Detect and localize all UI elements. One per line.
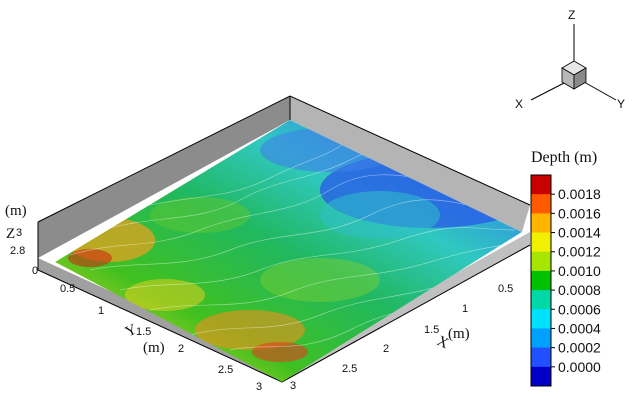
svg-text:1.5: 1.5 <box>424 324 439 336</box>
legend-swatch <box>531 270 551 291</box>
legend-tick-labels: 0.0018 0.0016 0.0014 0.0012 0.0010 0.0008 0.00… <box>551 186 601 375</box>
legend-swatch <box>531 366 551 387</box>
legend-tick-label: 0.0010 <box>558 263 601 279</box>
legend-frame <box>530 174 552 387</box>
legend-tick-label: 0.0008 <box>558 282 601 298</box>
triad-x-label: X <box>515 97 523 111</box>
svg-text:2: 2 <box>178 343 184 355</box>
legend-swatch <box>531 309 551 329</box>
x-axis-unit: (m) <box>448 326 470 342</box>
svg-text:3: 3 <box>256 381 262 393</box>
svg-text:2.5: 2.5 <box>218 364 233 376</box>
box-base-left <box>38 258 282 382</box>
legend-title: Depth (m) <box>531 149 597 166</box>
legend-tick-label: 0.0012 <box>558 244 601 260</box>
y-axis-ticks: 0 0.5 1 1.5 2 2.5 3 <box>32 265 262 393</box>
svg-text:0.5: 0.5 <box>60 283 75 295</box>
legend-swatch <box>531 347 551 368</box>
z-tick-2-8: 2.8 <box>10 245 25 257</box>
svg-text:1.5: 1.5 <box>136 326 151 338</box>
legend-tick-label: 0.0016 <box>558 205 601 221</box>
x-axis-ticks: 0.5 1 1.5 2 2.5 3 <box>290 283 513 392</box>
svg-text:0: 0 <box>32 265 38 277</box>
y-axis-unit: (m) <box>143 340 165 356</box>
svg-text:1: 1 <box>98 305 104 317</box>
triad-z-label: Z <box>568 8 575 22</box>
z-unit-label: (m) <box>5 203 27 219</box>
legend-tick-label: 0.0004 <box>558 320 601 336</box>
z-tick-3: 3 <box>16 227 22 239</box>
legend-swatch <box>531 194 551 214</box>
legend-tick-label: 0.0018 <box>558 186 601 202</box>
legend-swatch <box>531 175 551 195</box>
legend-tick-label: 0.0000 <box>558 359 601 375</box>
svg-text:3: 3 <box>290 380 296 392</box>
box-base-right <box>282 232 530 382</box>
back-wall-left <box>38 96 290 258</box>
legend-tick-label: 0.0014 <box>558 225 601 241</box>
legend-colorbar <box>530 174 552 387</box>
triad-y-label: Y <box>617 97 625 111</box>
legend-swatch <box>531 213 551 234</box>
legend-tick-label: 0.0002 <box>558 340 601 356</box>
svg-text:2.5: 2.5 <box>342 363 357 375</box>
legend-swatch <box>531 290 551 310</box>
legend-swatch <box>531 232 551 253</box>
depth-legend: Depth (m) 0.0018 0.0016 0.0014 0.0012 0.0010… <box>530 149 601 387</box>
depth-field <box>55 120 522 382</box>
svg-text:0.5: 0.5 <box>498 283 513 295</box>
svg-text:1: 1 <box>462 303 468 315</box>
legend-tick-label: 0.0006 <box>558 301 601 317</box>
back-wall-right <box>290 96 530 232</box>
legend-swatch <box>531 251 551 272</box>
triad-cube-right <box>573 67 587 90</box>
legend-swatch <box>531 328 551 349</box>
z-axis-label: Z <box>6 226 15 242</box>
svg-text:2: 2 <box>383 343 389 355</box>
orientation-triad: Z X Y <box>515 8 625 111</box>
